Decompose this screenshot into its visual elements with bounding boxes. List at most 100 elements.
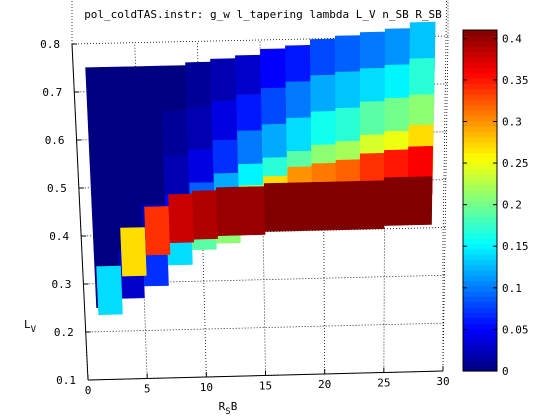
colorbar-swatch: [463, 131, 497, 138]
x-tick-label: 20: [318, 378, 331, 391]
x-grid-line: [442, 35, 449, 372]
y-axis-label: LV: [24, 318, 37, 335]
heatmap-cell: [144, 206, 171, 256]
y-tick-label: 0.3: [52, 278, 72, 291]
heatmap-cell: [192, 190, 218, 240]
colorbar-swatch: [463, 136, 497, 143]
chart-title: pol_coldTAS.instr: g_w l_tapering lambda…: [84, 8, 442, 21]
y-tick-label: 0.2: [54, 326, 74, 339]
colorbar-swatch: [463, 99, 497, 106]
y-axis-line: [71, 43, 89, 381]
colorbar-swatch: [463, 120, 497, 127]
colorbar-swatch: [463, 333, 497, 340]
colorbar-frame: [462, 29, 498, 372]
colorbar-swatch: [463, 115, 497, 122]
y-axis-label-text: LV: [24, 318, 37, 335]
y-tick-label: 0.5: [47, 182, 67, 195]
heatmap-cell: [91, 210, 119, 261]
colorbar-tick-label: 0.3: [502, 115, 522, 128]
colorbar-swatch: [463, 365, 497, 372]
colorbar-swatch: [463, 195, 497, 202]
heatmap-cell: [383, 176, 409, 226]
colorbar-swatch: [463, 61, 497, 68]
colorbar-swatch: [463, 237, 497, 244]
heatmap-cell: [186, 106, 214, 156]
colorbar-swatch: [463, 93, 497, 100]
colorbar-swatch: [463, 200, 497, 207]
heatmap-cell: [407, 176, 433, 226]
colorbar-swatch: [463, 72, 497, 79]
colorbar-tick-label: 0: [502, 365, 509, 378]
colorbar-swatch: [463, 205, 497, 212]
heatmap-cell: [335, 180, 361, 231]
colorbar-swatch: [463, 141, 497, 148]
x-tick-label: 5: [144, 383, 151, 396]
colorbar-swatch: [463, 307, 497, 313]
x-axis-label: RSB: [219, 400, 238, 417]
colorbar-swatch: [463, 253, 497, 260]
heatmap-cells: [85, 21, 436, 316]
heatmap-cell: [138, 161, 166, 211]
colorbar-swatch: [463, 349, 497, 356]
colorbar-swatch: [463, 88, 497, 95]
colorbar-swatch: [463, 291, 497, 298]
colorbar-tick-label: 0.25: [502, 157, 529, 170]
colorbar-swatch: [463, 45, 497, 52]
colorbar-swatch: [463, 40, 497, 47]
colorbar-swatch: [463, 51, 497, 58]
colorbar-swatch: [463, 157, 497, 164]
colorbar-swatch: [463, 360, 497, 367]
colorbar-swatch: [463, 152, 497, 159]
heatmap-cell: [240, 186, 266, 236]
colorbar-swatch: [463, 227, 497, 234]
heatmap-cell: [110, 66, 138, 116]
heatmap-cell: [287, 182, 313, 232]
heatmap-cell: [185, 61, 212, 111]
colorbar-swatch: [463, 248, 497, 255]
colorbar-swatch: [463, 232, 497, 239]
colorbar-swatch: [463, 285, 497, 292]
x-tick-label: 15: [259, 380, 272, 393]
x-tick-labels: 0 5 10 15 20 25 30: [85, 375, 450, 397]
colorbar-swatch: [463, 355, 497, 361]
colorbar-swatch: [463, 323, 497, 329]
heatmap-cell: [85, 66, 113, 117]
colorbar-swatch: [463, 211, 497, 218]
colorbar-swatch: [463, 264, 497, 271]
heatmap-cell: [359, 180, 385, 230]
colorbar-swatch: [463, 269, 497, 276]
y-tick-label: 0.1: [56, 374, 76, 387]
colorbar-swatch: [463, 312, 497, 319]
x-axis-label-text: RSB: [219, 400, 238, 417]
colorbar-swatch: [463, 344, 497, 351]
colorbar-swatch: [463, 275, 497, 282]
colorbar-swatch: [463, 77, 497, 84]
heatmap-cell: [160, 65, 188, 115]
colorbar-swatch: [463, 216, 497, 223]
colorbar-swatch: [463, 104, 497, 111]
colorbar-tick-label: 0.4: [502, 32, 522, 45]
colorbar-swatch: [463, 328, 497, 335]
colorbar-swatch: [463, 67, 497, 74]
heatmap-cell: [168, 193, 195, 244]
colorbar-swatch: [463, 221, 497, 228]
y-tick-label: 0.6: [45, 134, 65, 147]
colorbar-swatch: [463, 280, 497, 287]
colorbar-swatch: [463, 168, 497, 175]
colorbar-tick-label: 0.1: [502, 282, 522, 295]
colorbar-swatch: [463, 163, 497, 170]
heatmap-cell: [87, 114, 115, 165]
heatmap-cell: [135, 65, 163, 115]
heatmap-cell: [263, 182, 290, 232]
heatmap-cell: [89, 162, 117, 213]
colorbar-swatch: [463, 243, 497, 250]
colorbar-swatch: [463, 179, 497, 186]
x-tick-label: 10: [200, 381, 213, 394]
y-tick-label: 0.8: [40, 38, 60, 51]
heatmap-cell: [112, 114, 140, 164]
heatmap-cell: [136, 113, 165, 163]
axes-frame: [71, 43, 444, 381]
heatmap-cell: [120, 227, 147, 277]
colorbar-swatch: [463, 339, 497, 345]
